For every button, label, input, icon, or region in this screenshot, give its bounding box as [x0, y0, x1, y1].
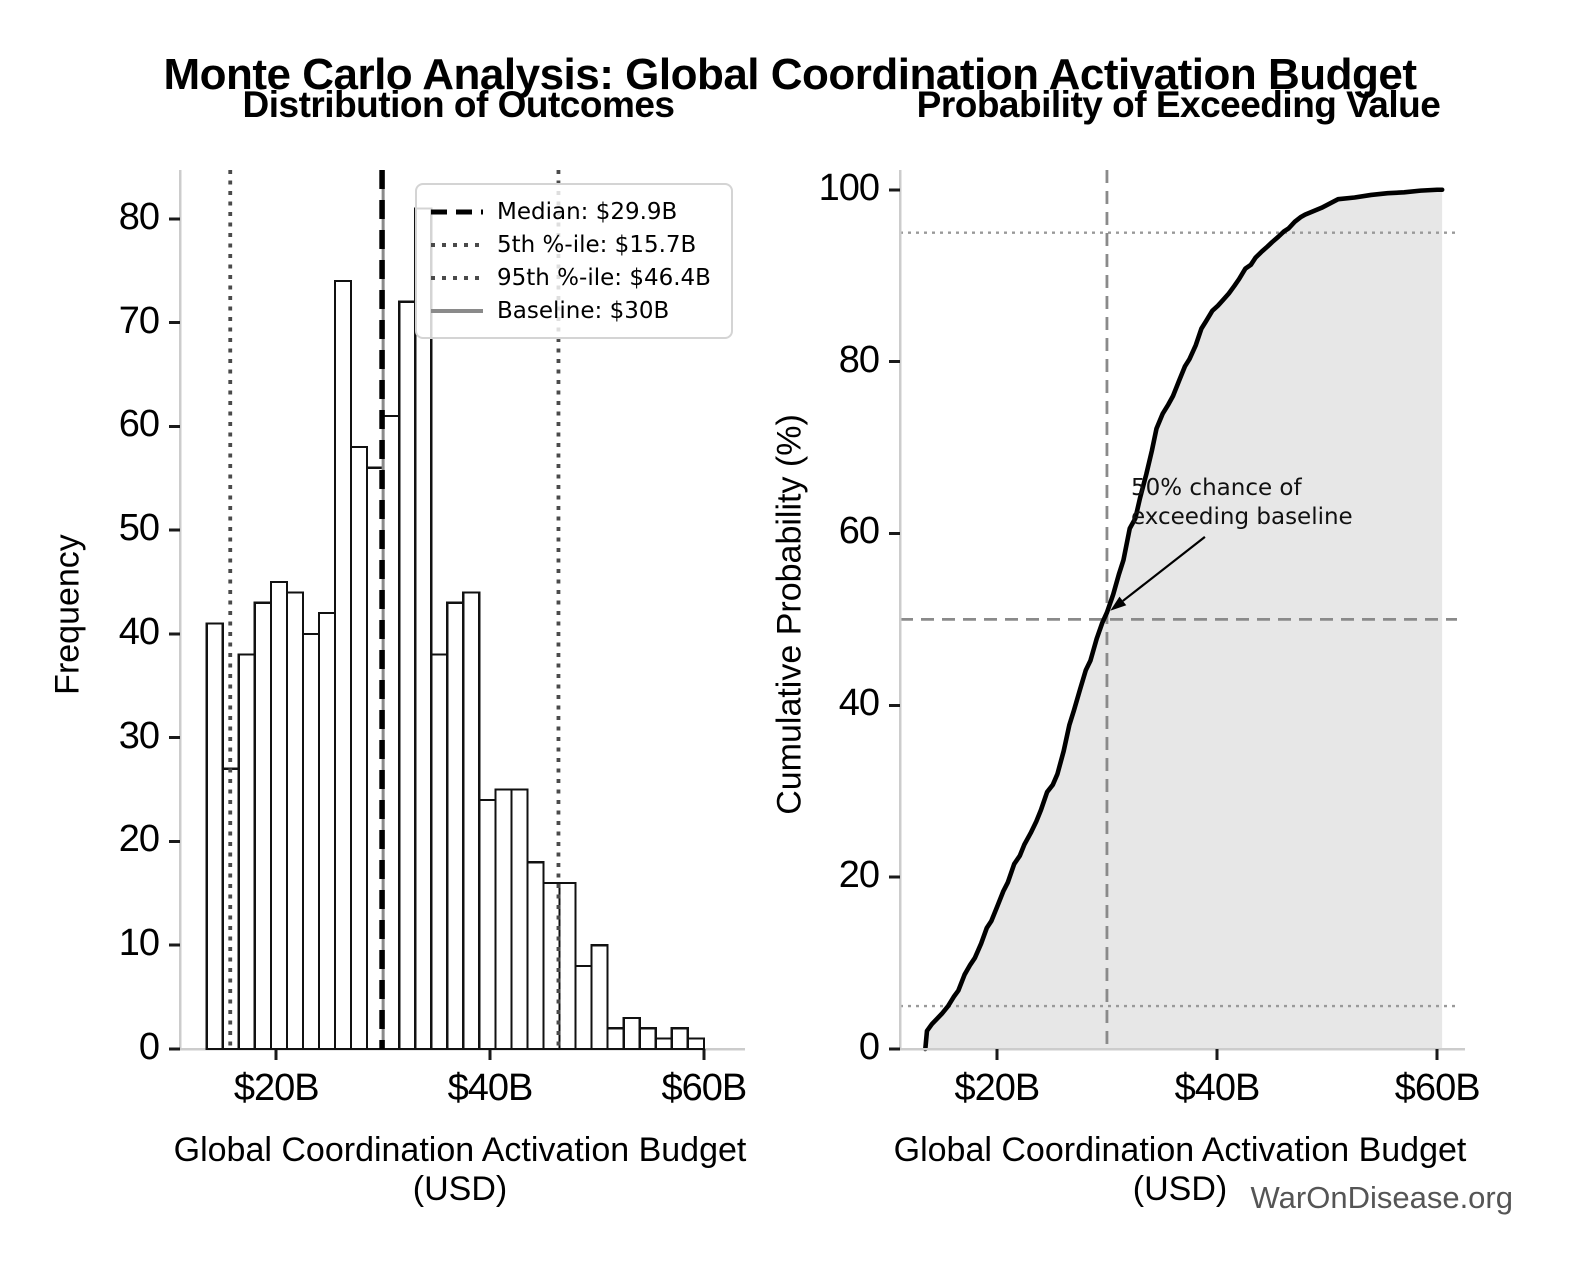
- annotation-line-1: 50% chance of: [1131, 475, 1302, 501]
- legend-row-median: Median: $29.9B: [429, 195, 719, 228]
- cdf-y-tick-0: 0: [858, 1026, 880, 1068]
- hist-x-tick-$20B: $20B: [233, 1067, 320, 1109]
- cdf-x-tick-$60B: $60B: [1394, 1067, 1481, 1109]
- cdf-y-axis-label: Cumulative Probability (%): [770, 414, 809, 815]
- cdf-y-tick-80: 80: [838, 338, 880, 381]
- cdf-y-tick-100: 100: [818, 166, 880, 209]
- hist-y-tick-30: 30: [118, 714, 160, 757]
- legend-label-p5: 5th %-ile: $15.7B: [497, 231, 697, 258]
- cdf-y-tick-60: 60: [838, 510, 880, 553]
- dashed-line-icon: [431, 209, 483, 214]
- hist-x-tick-$60B: $60B: [661, 1067, 747, 1109]
- legend: Median: $29.9B 5th %-ile: $15.7B 95th %-…: [415, 183, 733, 339]
- hist-y-tick-70: 70: [118, 299, 160, 342]
- legend-label-median: Median: $29.9B: [497, 198, 678, 225]
- hist-y-tick-40: 40: [118, 610, 160, 653]
- legend-label-baseline: Baseline: $30B: [497, 297, 670, 324]
- legend-row-baseline: Baseline: $30B: [429, 294, 719, 327]
- cdf-y-tick-20: 20: [838, 854, 880, 897]
- cdf-title: Probability of Exceeding Value: [916, 84, 1441, 125]
- legend-label-p95: 95th %-ile: $46.4B: [497, 264, 711, 291]
- legend-row-p5: 5th %-ile: $15.7B: [429, 228, 719, 261]
- hist-y-tick-20: 20: [118, 818, 160, 861]
- dotted-line-icon: [431, 275, 483, 280]
- watermark: WarOnDisease.org: [1250, 1180, 1513, 1215]
- hist-y-tick-60: 60: [118, 403, 160, 446]
- hist-y-tick-0: 0: [138, 1026, 160, 1068]
- cdf-y-tick-40: 40: [838, 682, 880, 725]
- legend-row-p95: 95th %-ile: $46.4B: [429, 261, 719, 294]
- histogram-x-axis-label: Global Coordination Activation Budget (U…: [173, 1131, 747, 1208]
- cdf-x-tick-$40B: $40B: [1174, 1067, 1261, 1109]
- hist-y-tick-80: 80: [118, 195, 160, 238]
- hist-y-tick-50: 50: [118, 507, 160, 550]
- annotation-50pct: 50% chance of exceeding baseline: [1131, 474, 1353, 532]
- cdf-x-tick-$20B: $20B: [954, 1067, 1040, 1109]
- figure-title: Monte Carlo Analysis: Global Coordinatio…: [163, 50, 1417, 99]
- dotted-line-icon: [431, 242, 483, 247]
- hist-x-tick-$40B: $40B: [447, 1067, 534, 1109]
- annotation-line-2: exceeding baseline: [1131, 504, 1353, 530]
- cdf-x-axis-label: Global Coordination Activation Budget (U…: [893, 1131, 1467, 1208]
- histogram-title: Distribution of Outcomes: [242, 84, 676, 125]
- solid-line-icon: [431, 308, 483, 313]
- hist-y-tick-10: 10: [118, 922, 160, 965]
